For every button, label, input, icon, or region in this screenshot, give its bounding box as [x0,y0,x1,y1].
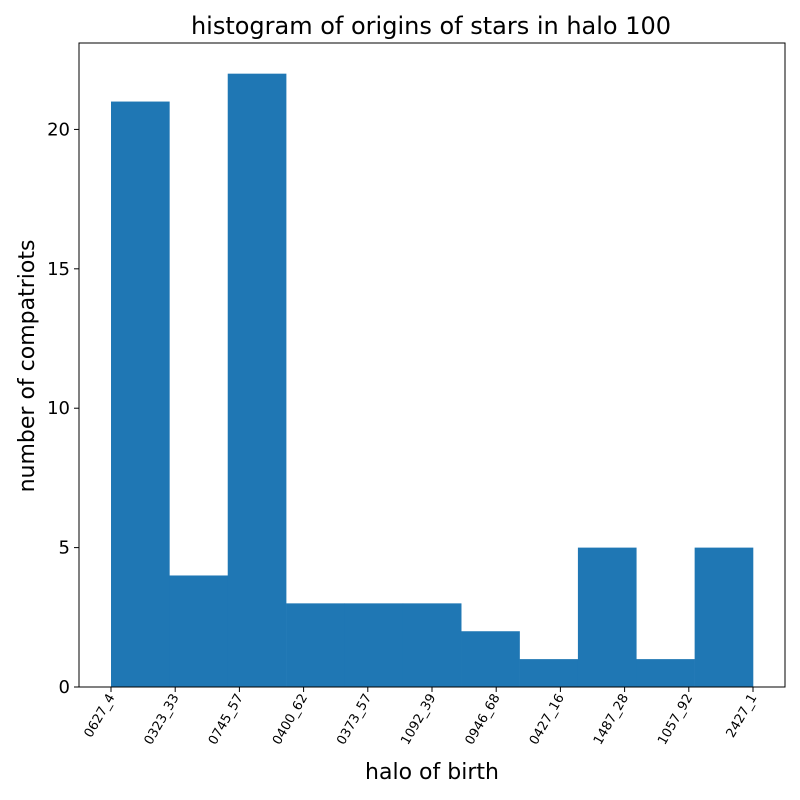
y-tick-label: 15 [47,259,70,280]
x-tick-label: 1057_92 [655,692,696,748]
histogram-bar [344,603,404,687]
x-tick-label: 2427_1 [724,692,761,741]
y-axis: 0 5 10 15 20 [47,119,79,698]
y-tick-label: 10 [47,398,70,419]
histogram-bar [694,547,754,687]
histogram-bar [636,659,695,687]
x-tick-label: 0946_68 [463,692,504,748]
x-tick-label: 1487_28 [591,692,632,748]
y-axis-label: number of compatriots [15,240,40,493]
x-tick-label: 0323_33 [142,692,183,748]
histogram-bar [227,73,287,688]
histogram-bar [519,659,579,687]
x-tick-label: 0373_57 [334,692,375,748]
histogram-bar [402,603,462,687]
x-tick-label: 0627_4 [82,692,119,741]
y-tick-label: 5 [59,538,70,559]
chart-title: histogram of origins of stars in halo 10… [191,12,671,40]
histogram-bar [111,101,170,688]
histogram-bar [169,575,229,687]
x-axis: 0627_4 0323_33 0745_57 0400_62 0373_57 1092_3… [82,687,761,748]
y-tick-label: 20 [47,119,70,140]
bars-group [111,73,754,688]
histogram-bar [577,547,637,687]
histogram-bar [286,603,345,687]
y-tick-label: 0 [59,677,70,698]
x-tick-label: 0400_62 [270,692,311,748]
x-tick-label: 0427_16 [527,692,568,748]
x-tick-label: 0745_57 [206,692,247,748]
x-tick-label: 1092_39 [398,692,439,748]
x-axis-label: halo of birth [365,760,499,785]
histogram-bar [461,631,520,687]
